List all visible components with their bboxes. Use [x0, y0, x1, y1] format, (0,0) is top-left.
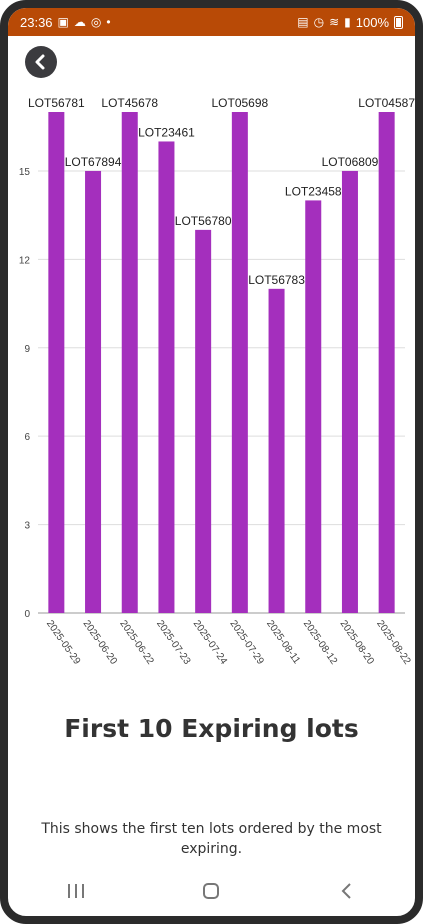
y-tick-label: 15 [19, 167, 31, 178]
x-tick-label: 2025-06-22 [117, 618, 156, 667]
status-left: 23:36 ▣ ☁ ◎ • [20, 15, 111, 30]
data-label: LOT23458 [285, 184, 342, 198]
recent-apps-icon [67, 884, 84, 898]
y-tick-label: 12 [19, 255, 31, 266]
whatsapp-icon: ◎ [90, 15, 102, 29]
data-label: LOT23461 [138, 125, 195, 139]
x-tick-label: 2025-08-12 [301, 618, 340, 667]
data-label: LOT45678 [101, 96, 158, 110]
data-label: LOT56783 [248, 273, 305, 287]
x-tick-label: 2025-08-22 [374, 618, 413, 667]
back-nav-button[interactable] [327, 876, 367, 906]
page-description: This shows the first ten lots ordered by… [41, 821, 382, 857]
home-button[interactable] [191, 876, 231, 906]
bar [305, 200, 322, 613]
signal-icon: ▮ [344, 15, 351, 29]
x-tick-label: 2025-07-23 [154, 618, 193, 667]
bar [231, 112, 248, 613]
y-tick-label: 9 [24, 344, 30, 355]
bar-chart: 0 3 6 9 12 15 LOT56781 2025-05-29 LOT67894 2025-0… [19, 96, 415, 667]
recent-apps-button[interactable] [56, 876, 96, 906]
battery-text: 100% [355, 14, 389, 30]
home-icon [203, 883, 220, 899]
back-icon [341, 883, 351, 899]
lock-icon: ▤ [297, 15, 309, 29]
chevron-left-icon [35, 54, 45, 70]
data-label: LOT67894 [65, 155, 122, 169]
data-label: LOT06809 [322, 155, 379, 169]
back-button[interactable] [25, 46, 57, 78]
bar [121, 112, 138, 613]
bar [158, 141, 175, 613]
alarm-icon: ◷ [313, 15, 325, 29]
x-tick-label: 2025-08-11 [264, 618, 302, 666]
gallery-icon: ▣ [57, 15, 69, 29]
data-label: LOT04587 [358, 96, 415, 110]
x-tick-label: 2025-08-20 [337, 618, 376, 667]
bar [378, 112, 395, 613]
status-time: 23:36 [20, 14, 53, 30]
bar [341, 170, 358, 614]
bar [268, 288, 285, 613]
status-right: ▤ ◷ ≋ ▮ 100% [297, 15, 403, 30]
data-label: LOT56781 [28, 96, 85, 110]
y-tick-label: 6 [24, 432, 30, 443]
battery-icon [394, 15, 403, 29]
chart-container: 0 3 6 9 12 15 LOT56781 2025-05-29 LOT67894 2025-0… [8, 88, 415, 688]
y-tick-label: 3 [24, 521, 30, 532]
bar [48, 112, 65, 613]
x-tick-label: 2025-06-20 [81, 618, 120, 667]
status-bar: 23:36 ▣ ☁ ◎ • ▤ ◷ ≋ ▮ 100% [8, 8, 415, 36]
system-nav-bar [8, 866, 415, 916]
page-title: First 10 Expiring lots [64, 714, 359, 743]
data-label: LOT05698 [211, 96, 268, 110]
data-label: LOT56780 [175, 214, 232, 228]
bar [85, 170, 102, 614]
dot-icon: • [106, 15, 111, 29]
wifi-icon: ≋ [329, 15, 340, 29]
x-tick-label: 2025-07-29 [227, 618, 266, 667]
x-tick-label: 2025-07-24 [191, 618, 230, 667]
cloud-icon: ☁ [73, 15, 86, 29]
bar [195, 229, 212, 613]
y-tick-label: 0 [24, 609, 30, 620]
x-tick-label: 2025-05-29 [44, 618, 83, 667]
